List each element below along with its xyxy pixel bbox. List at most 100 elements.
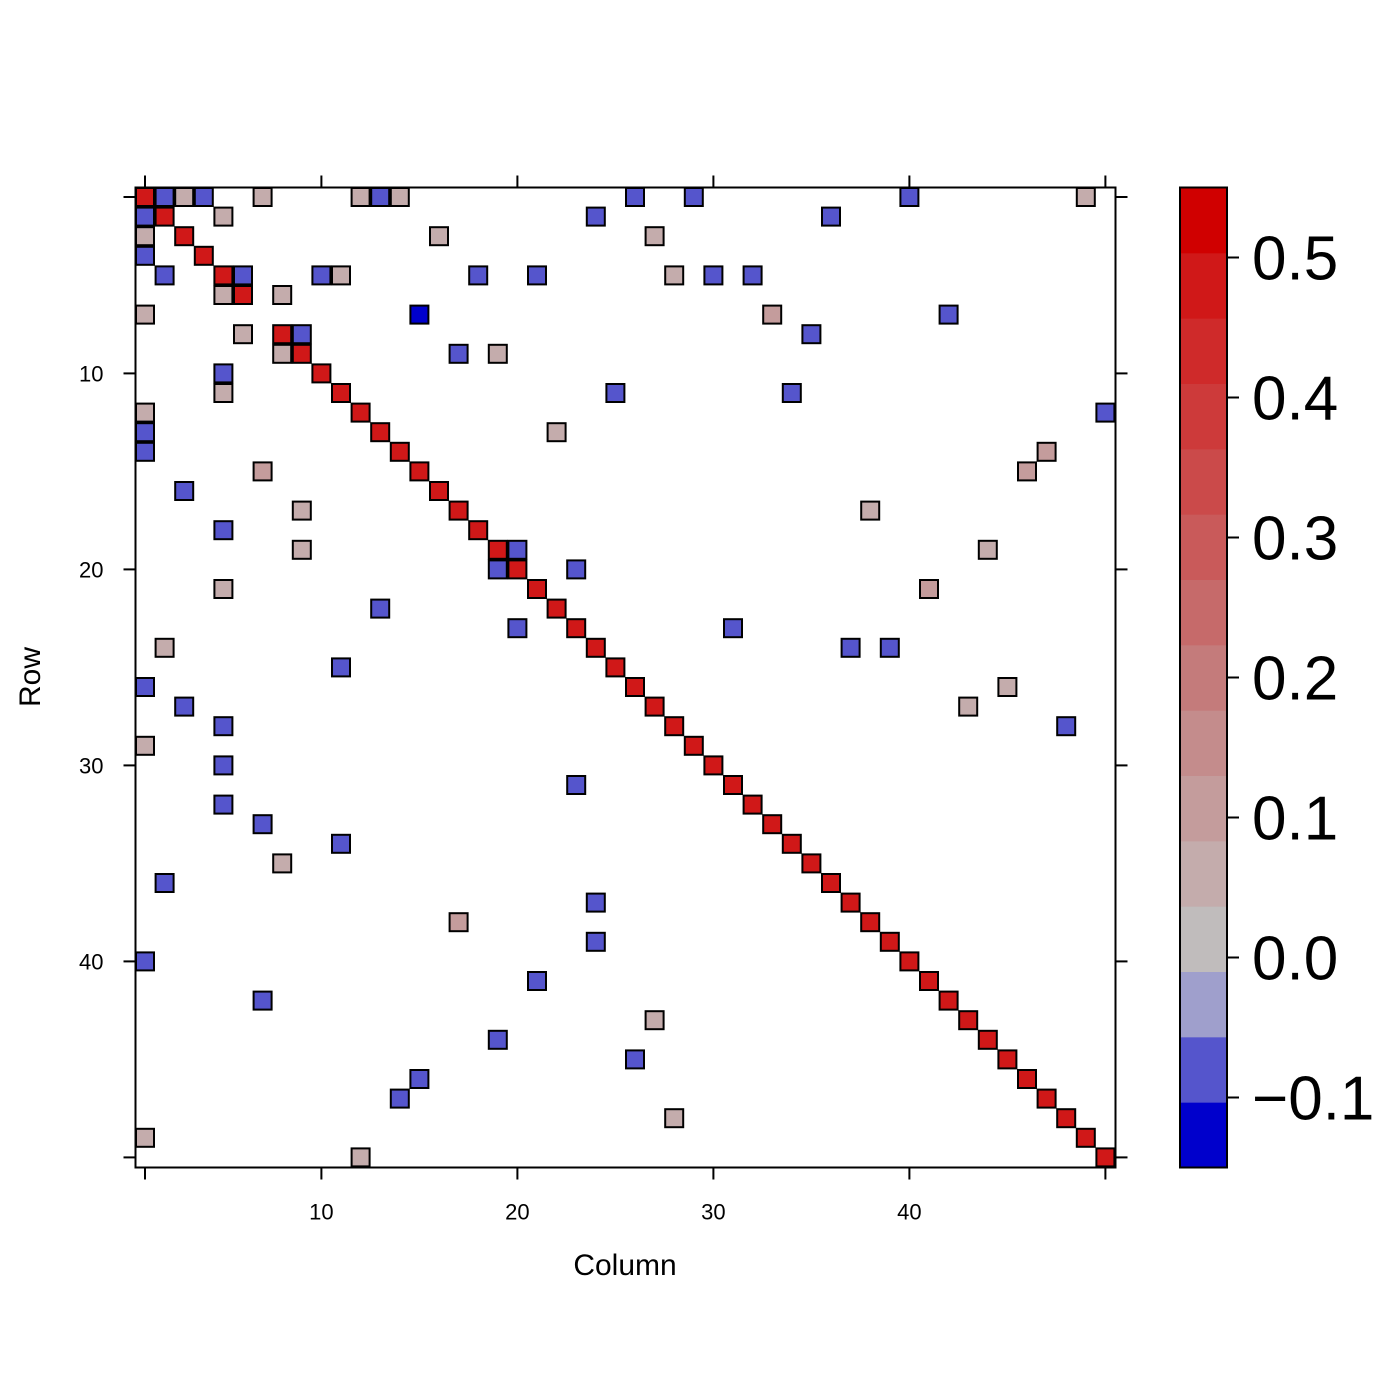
heatmap-cell [585,931,606,952]
heatmap-cell [468,520,489,541]
heatmap-cell [546,422,567,443]
heatmap-cell [213,363,234,384]
heatmap-cell [958,1010,979,1031]
heatmap-cell [664,1108,685,1129]
colorbar-tick-label: 0.0 [1252,925,1338,994]
colorbar-bin [1180,448,1227,515]
heatmap-cell [154,265,175,286]
heatmap-cell [429,226,449,247]
heatmap-cell [135,677,155,697]
colorbar-bin [1180,318,1227,384]
heatmap-cell [487,559,508,580]
heatmap-cell [468,265,489,286]
heatmap-cell [252,461,273,482]
heatmap-cell [213,579,234,599]
heatmap-cell [664,265,685,286]
heatmap-cell [762,304,783,325]
heatmap-cell [389,187,410,207]
colorbar-bin [1180,644,1227,711]
heatmap-cell [1036,441,1057,462]
heatmap-cell [350,402,371,423]
colorbar-bin [1180,514,1227,580]
heatmap-cell [742,794,763,815]
heatmap-cell [135,245,155,266]
heatmap-cell [958,696,979,717]
heatmap-cell [291,539,312,560]
heatmap-cell [272,285,293,305]
heatmap-cell [840,637,861,658]
heatmap-cell [664,716,685,737]
heatmap-cell [350,187,371,207]
heatmap-cell [703,755,724,776]
heatmap-cell [331,383,351,403]
heatmap-cell [644,226,665,247]
heatmap-cell [135,206,155,227]
heatmap-cell [154,637,175,658]
heatmap-cell [1095,402,1116,423]
heatmap-cell [566,618,587,639]
heatmap-cell [879,931,900,952]
heatmap-cell [174,187,195,207]
heatmap-cell [331,833,351,854]
heatmap-cell [193,245,214,266]
colorbar-tick-label: −0.1 [1252,1065,1374,1134]
heatmap-cell [370,187,391,207]
colorbar-tick-label: 0.1 [1252,785,1338,854]
heatmap-cell [860,912,881,933]
heatmap-cell [389,441,410,462]
heatmap-cell [389,1088,410,1109]
heatmap-cell [723,775,743,795]
heatmap-cell [213,755,234,776]
heatmap-cell [625,1049,645,1070]
heatmap-cell [135,1127,155,1148]
heatmap-cell [350,1147,371,1168]
heatmap-cell [585,637,606,658]
heatmap-cell [311,265,332,286]
heatmap-cell [213,520,234,541]
heatmap-cell [605,657,626,678]
colorbar-bin [1180,1102,1227,1168]
axes: 10 20 30 40 10 20 30 40 [79,175,1128,1225]
heatmap-cell [174,226,195,247]
heatmap-cell [821,873,841,893]
heatmap-cell [311,363,332,384]
heatmap-cell [840,892,861,913]
heatmap-cell [193,187,214,207]
heatmap-cell [605,383,626,403]
heatmap-cell [762,814,783,835]
heatmap-cell [409,304,430,325]
heatmap-cell [448,343,469,364]
heatmap-cell [899,951,920,972]
heatmap-cell [213,265,234,286]
heatmap-cell [1075,1127,1096,1148]
x-tick-label: 10 [309,1200,333,1225]
colorbar-bin [1180,383,1227,450]
heatmap-cell [154,206,175,227]
heatmap-cell [781,833,802,854]
y-axis-title: Row [14,647,47,707]
heatmap-cell [174,696,195,717]
heatmap-cell [801,324,822,345]
heatmap-cell [821,206,841,227]
heatmap-cell [977,1029,998,1050]
heatmap-cell [1056,716,1077,737]
heatmap-cell [585,892,606,913]
heatmap-cell [527,971,547,991]
heatmap-cell [233,324,253,345]
heatmap-cell [135,226,155,247]
heatmap-cell [291,500,312,521]
heatmap-cell [683,735,704,756]
heatmap-cell [154,873,175,893]
heatmap-cell [703,265,724,286]
colorbar-bin [1180,710,1227,776]
heatmap-cell [135,951,155,972]
colorbar-bin [1180,840,1227,907]
y-tick-label: 30 [79,753,103,778]
heatmap-cell [507,539,528,560]
colorbar-bin [1180,579,1227,646]
heatmap-cell [487,539,508,560]
heatmap-cell [213,383,234,403]
heatmap-cell [135,187,155,207]
heatmap-cell [1017,461,1037,482]
